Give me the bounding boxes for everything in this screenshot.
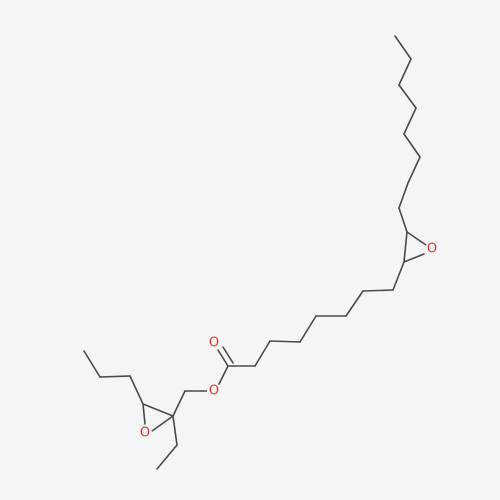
bond [398,182,409,209]
ester-group [184,346,234,392]
epoxide-ring-lower [83,350,186,470]
bond [156,444,178,470]
carbonyl-double-bond-a [217,349,229,367]
bond [254,340,271,367]
atom-o-ester-carbonyl: O [207,336,221,351]
atom-o-epoxide-lower: O [138,426,152,441]
octyl-chain [394,35,421,233]
bond [99,375,131,378]
bond [218,365,229,385]
bond [406,231,427,246]
bond [83,350,101,378]
bond [403,133,421,158]
bond [345,290,364,317]
bond [407,156,421,184]
bond [403,253,425,263]
bond [403,231,408,263]
nonanoate-chain [227,261,405,367]
bond [398,84,417,109]
atom-o-epoxide-upper: O [425,242,439,257]
bond [172,390,186,417]
bond [172,415,178,446]
carbonyl-double-bond-b [222,346,234,364]
bond [398,207,408,233]
oxygen-label: O [140,426,150,441]
epoxide-ring-upper [403,231,427,263]
bond [394,35,412,60]
bond [403,107,417,135]
bond [398,58,412,86]
bond [269,340,301,343]
bond [151,415,174,432]
bond [299,315,317,343]
oxygen-label: O [427,242,437,257]
oxygen-label: O [209,336,219,351]
oxygen-label: O [209,384,219,399]
bond [392,261,405,291]
bond [362,289,394,292]
atom-o-ester-single: O [207,384,221,399]
bond [142,403,174,417]
bond [142,403,146,425]
bond [129,375,144,405]
